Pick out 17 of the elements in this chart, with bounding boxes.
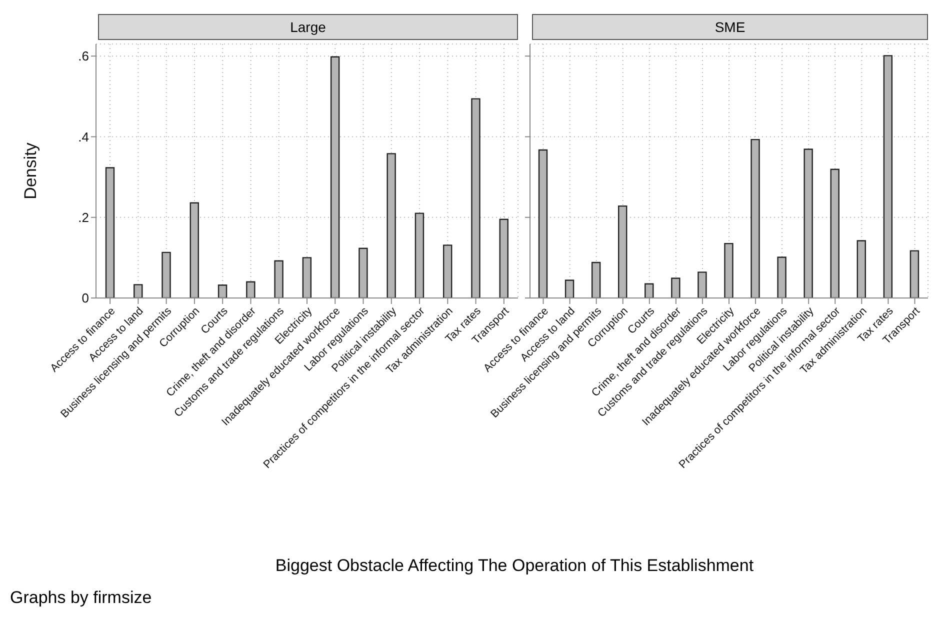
bar [724,242,734,298]
bar [698,272,707,298]
bar [358,248,368,298]
text: Graphs by firmsize [10,588,152,608]
x-axis-title: Biggest Obstacle Affecting The Operation of This Establishment [274,556,755,576]
y-tick-label: 0 [82,290,89,306]
chart-title: Large [98,14,518,40]
bar [644,283,654,298]
bar [856,240,866,298]
bar [564,280,574,298]
bar [134,284,143,298]
y-tick-label: .2 [78,210,89,225]
y-axis-title: Density [21,142,40,200]
bar [162,252,171,298]
y-tick-label: .6 [78,48,89,64]
chart-title: SME [532,14,928,40]
y-tick-label: .4 [78,129,89,144]
